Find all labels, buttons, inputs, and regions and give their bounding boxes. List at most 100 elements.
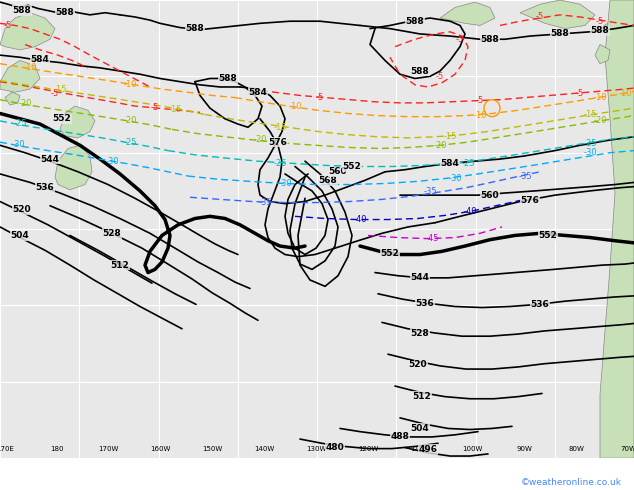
Text: 552: 552 (539, 231, 557, 240)
Polygon shape (440, 2, 495, 25)
Text: 588: 588 (550, 29, 569, 38)
Text: -30: -30 (448, 173, 462, 183)
Text: 588: 588 (411, 67, 429, 75)
Text: -10: -10 (23, 63, 37, 73)
Text: 480: 480 (326, 443, 344, 452)
Text: -30: -30 (105, 157, 119, 166)
Text: 588: 588 (481, 35, 500, 44)
Text: ©weatheronline.co.uk: ©weatheronline.co.uk (521, 478, 621, 487)
Text: -25: -25 (123, 138, 137, 147)
Text: -10: -10 (473, 111, 487, 120)
Text: -20: -20 (123, 117, 137, 125)
Text: 588: 588 (591, 26, 609, 35)
Text: 576: 576 (521, 196, 540, 205)
Text: 588: 588 (219, 74, 237, 83)
Text: Fr 28-06-2024  18:00 UTC (12+78): Fr 28-06-2024 18:00 UTC (12+78) (368, 467, 547, 477)
Polygon shape (600, 0, 634, 458)
Text: 140W: 140W (254, 446, 275, 452)
Polygon shape (600, 13, 634, 43)
Text: 544: 544 (41, 154, 60, 164)
Text: 160W: 160W (150, 446, 171, 452)
Text: -15: -15 (583, 110, 597, 119)
Text: -30: -30 (583, 148, 597, 157)
Text: -5: -5 (476, 96, 484, 105)
Text: Height/Temp. 500 hPa [gdmp][°C]  ECMWF: Height/Temp. 500 hPa [gdmp][°C] ECMWF (6, 467, 228, 477)
Text: 588: 588 (406, 17, 424, 25)
Text: -15: -15 (443, 132, 456, 141)
Text: 170W: 170W (99, 446, 119, 452)
Text: 496: 496 (418, 445, 437, 454)
Text: -45: -45 (425, 234, 439, 243)
Text: 528: 528 (411, 328, 429, 338)
Text: 100W: 100W (462, 446, 482, 452)
Text: 536: 536 (416, 299, 434, 308)
Text: -5: -5 (316, 93, 324, 102)
Text: 504: 504 (411, 424, 429, 433)
Text: 504: 504 (11, 231, 29, 240)
Text: 584: 584 (441, 159, 460, 168)
Text: -20: -20 (593, 117, 607, 125)
Polygon shape (60, 106, 95, 138)
Text: 588: 588 (56, 8, 74, 17)
Polygon shape (0, 13, 55, 50)
Text: -15: -15 (273, 123, 287, 132)
Text: -5: -5 (456, 35, 464, 44)
Text: 180: 180 (50, 446, 63, 452)
Text: 120W: 120W (358, 446, 378, 452)
Text: -40: -40 (463, 207, 477, 216)
Text: 536: 536 (36, 183, 55, 192)
Text: -35: -35 (258, 198, 272, 207)
Text: -35: -35 (423, 188, 437, 196)
Text: 568: 568 (319, 176, 337, 185)
Polygon shape (5, 92, 20, 105)
Text: -15: -15 (53, 85, 67, 94)
Text: -15: -15 (168, 105, 182, 114)
Text: -25: -25 (273, 159, 287, 168)
Text: -35: -35 (518, 172, 532, 180)
Text: 90W: 90W (516, 446, 532, 452)
Text: 560: 560 (481, 191, 500, 199)
Text: -5: -5 (151, 102, 159, 112)
Text: -25: -25 (583, 139, 597, 147)
Text: 588: 588 (186, 24, 204, 33)
Text: 552: 552 (380, 249, 399, 258)
Text: 536: 536 (531, 300, 550, 309)
Text: 588: 588 (13, 6, 31, 15)
Text: 520: 520 (13, 205, 31, 215)
Text: -30: -30 (11, 140, 25, 149)
Text: 552: 552 (342, 162, 361, 171)
Text: -5: -5 (536, 12, 544, 22)
Text: -10: -10 (618, 89, 631, 98)
Text: 130W: 130W (306, 446, 327, 452)
Text: -5: -5 (4, 21, 12, 30)
Text: 150W: 150W (202, 446, 223, 452)
Text: 584: 584 (30, 55, 49, 64)
Polygon shape (0, 60, 40, 92)
Text: -25: -25 (462, 159, 475, 168)
Text: -5: -5 (436, 72, 444, 81)
Polygon shape (520, 0, 595, 28)
Text: -20: -20 (253, 136, 267, 145)
Text: 110W: 110W (410, 446, 430, 452)
Text: -10: -10 (123, 80, 137, 89)
Text: -5: -5 (51, 89, 59, 98)
Text: 552: 552 (53, 114, 72, 123)
Text: 584: 584 (249, 88, 268, 97)
Text: 576: 576 (269, 138, 287, 147)
Text: 488: 488 (391, 433, 410, 441)
Text: -5: -5 (576, 89, 584, 98)
Text: -10: -10 (593, 93, 607, 102)
Text: -10: -10 (288, 101, 302, 111)
Text: 520: 520 (409, 360, 427, 369)
Polygon shape (55, 146, 92, 190)
Text: -20: -20 (18, 99, 32, 108)
Text: -30: -30 (278, 179, 292, 188)
Polygon shape (595, 45, 610, 64)
Text: 80W: 80W (568, 446, 584, 452)
Text: -40: -40 (353, 215, 366, 224)
Text: -20: -20 (433, 141, 447, 150)
Text: 544: 544 (410, 273, 429, 282)
Text: 170E: 170E (0, 446, 14, 452)
Text: 528: 528 (103, 229, 121, 238)
Text: 560: 560 (328, 167, 347, 176)
